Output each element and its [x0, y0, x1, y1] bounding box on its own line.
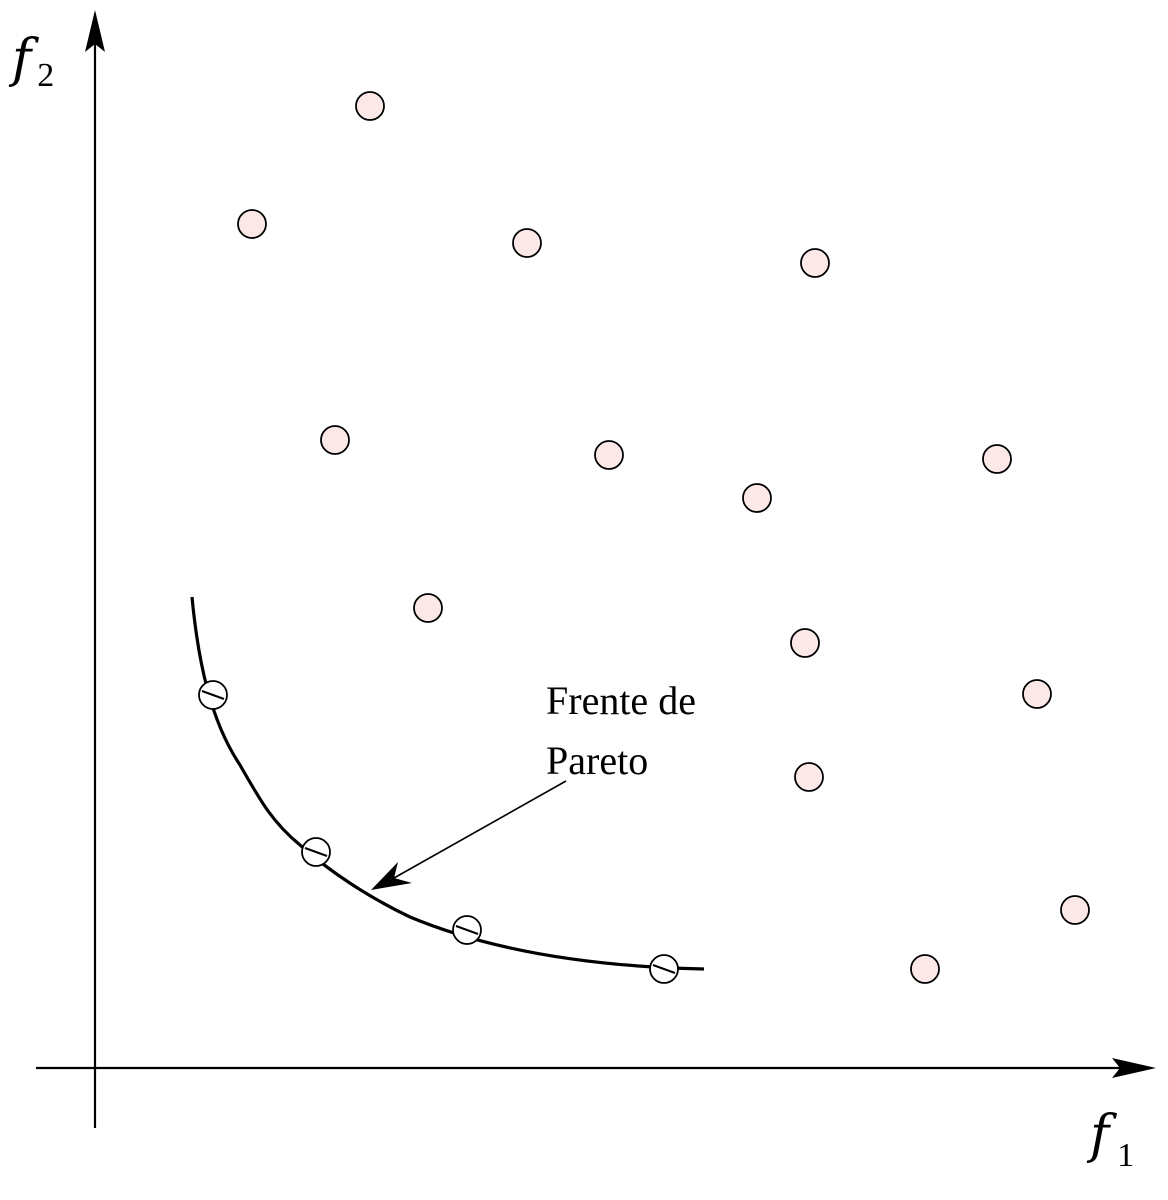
dominated-point [413, 593, 443, 623]
pareto-point [198, 680, 228, 710]
dominated-point [320, 425, 350, 455]
x-axis-label-subscript: 1 [1117, 1137, 1134, 1174]
pareto-point-hatch [652, 964, 676, 974]
pareto-points [198, 680, 679, 984]
dominated-point [355, 91, 385, 121]
pareto-front-curve [190, 596, 705, 971]
pareto-point [452, 915, 482, 945]
dominated-point [794, 762, 824, 792]
dominated-point [982, 444, 1012, 474]
dominated-point [594, 440, 624, 470]
dominated-point [1022, 679, 1052, 709]
pareto-point-hatch [304, 847, 328, 857]
y-axis-label-subscript: 2 [37, 57, 54, 94]
dominated-point [237, 209, 267, 239]
annotation-line-2: Pareto [546, 738, 648, 783]
y-axis-arrow-icon [85, 10, 105, 52]
annotation-arrow-icon [371, 862, 412, 890]
dominated-point [512, 228, 542, 258]
dominated-points [237, 91, 1090, 984]
y-axis-label-main: f [8, 29, 39, 89]
x-axis-label-main: f [1086, 1105, 1117, 1165]
annotation-pointer [371, 780, 567, 890]
pareto-point [301, 837, 331, 867]
dominated-point [800, 248, 830, 278]
dominated-point [910, 954, 940, 984]
dominated-point [742, 483, 772, 513]
pareto-point-hatch [201, 690, 225, 700]
dominated-point [1060, 895, 1090, 925]
annotation-pointer-line [393, 780, 567, 879]
pareto-point-hatch [455, 925, 479, 935]
axes [36, 10, 1156, 1128]
pareto-point [649, 954, 679, 984]
x-axis-arrow-icon [1112, 1058, 1156, 1078]
annotation-line-1: Frente de [546, 678, 696, 723]
dominated-point [790, 628, 820, 658]
